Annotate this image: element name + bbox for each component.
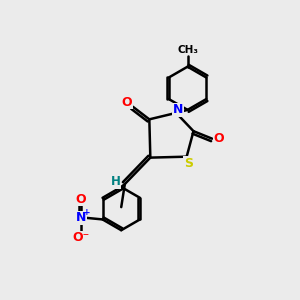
Text: N: N: [76, 212, 86, 224]
Text: CH₃: CH₃: [177, 45, 198, 55]
Text: H: H: [111, 175, 121, 188]
Text: O: O: [122, 96, 132, 109]
Text: O: O: [213, 132, 224, 145]
Text: S: S: [184, 157, 193, 170]
Text: O⁻: O⁻: [72, 231, 90, 244]
Text: +: +: [82, 208, 90, 217]
Text: N: N: [173, 103, 183, 116]
Text: O: O: [76, 193, 86, 206]
